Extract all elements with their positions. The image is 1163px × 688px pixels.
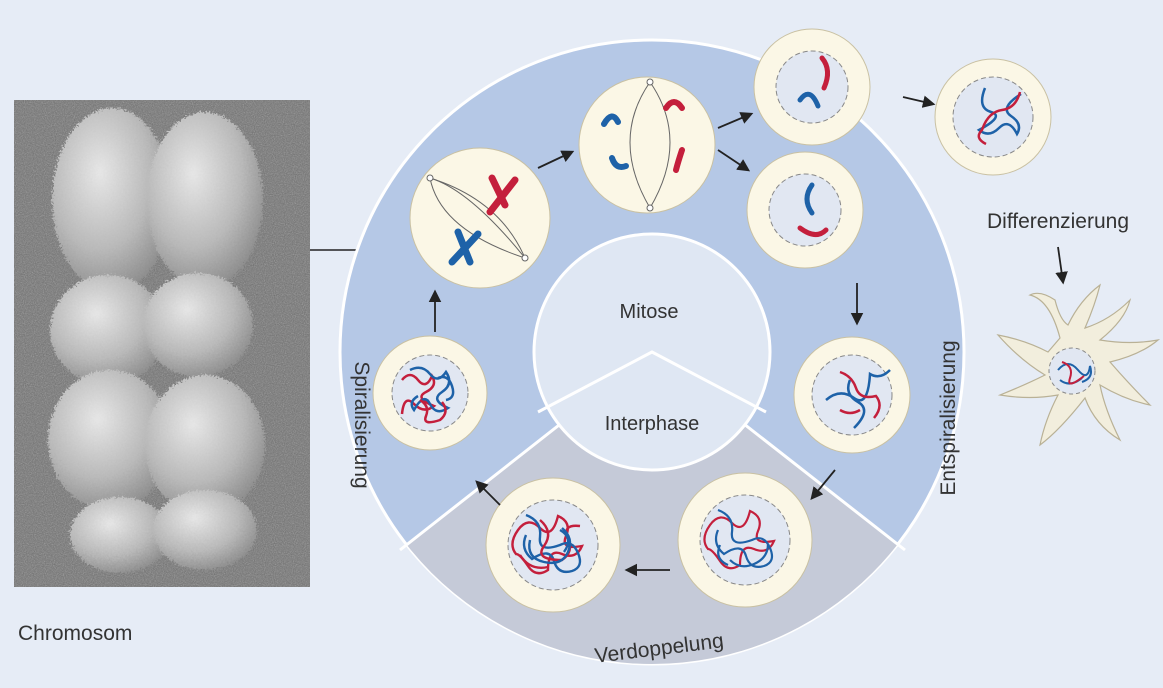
despiralization-label: Entspiralisierung xyxy=(937,340,960,495)
neuron-icon xyxy=(996,283,1161,447)
cell-differentiated xyxy=(934,58,1052,176)
cell-daughter-top xyxy=(753,28,871,146)
mitosis-label: Mitose xyxy=(620,301,679,323)
chromosome-label: Chromosom xyxy=(18,622,132,645)
cell-replicated xyxy=(485,477,621,613)
cell-metaphase xyxy=(409,147,551,289)
cell-decondensed xyxy=(793,336,911,454)
differentiation-label: Differenzierung xyxy=(987,210,1129,233)
chromosome-photo xyxy=(14,100,310,587)
interphase-label: Interphase xyxy=(605,413,700,435)
cell-prophase xyxy=(372,335,488,451)
spiralization-label: Spiralisierung xyxy=(350,361,373,488)
arrow-icon xyxy=(428,95,1068,577)
cell-daughter-bottom xyxy=(746,151,864,269)
cell-replicating xyxy=(677,472,813,608)
cell-anaphase xyxy=(578,76,716,214)
